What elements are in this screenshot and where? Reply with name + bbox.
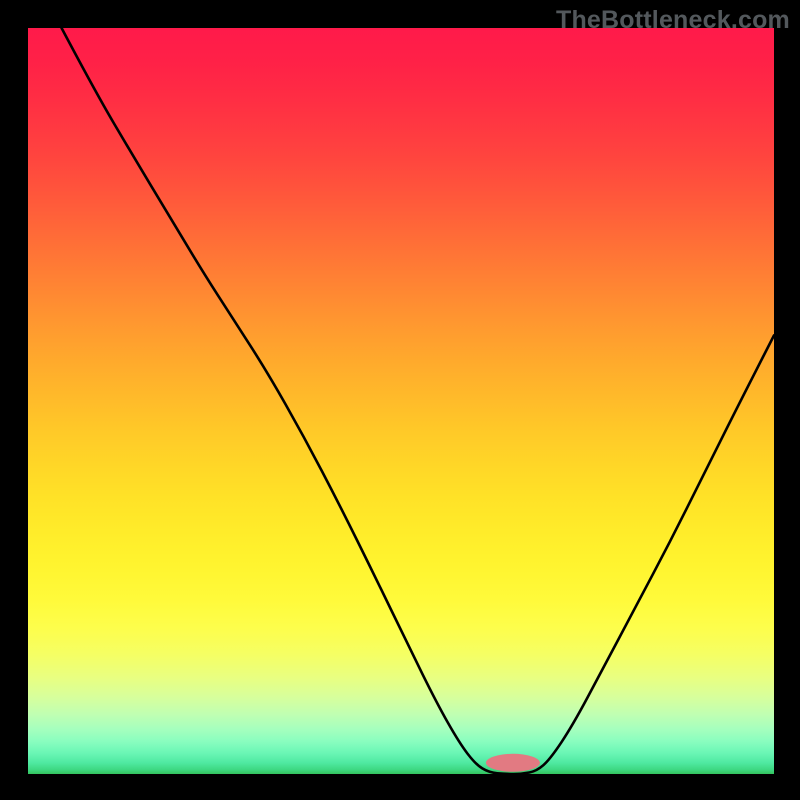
plot-background	[28, 28, 774, 774]
chart-root: TheBottleneck.com	[0, 0, 800, 800]
optimal-marker	[486, 754, 540, 772]
watermark: TheBottleneck.com	[556, 6, 790, 35]
chart-canvas	[0, 0, 800, 800]
watermark-text: TheBottleneck.com	[556, 6, 790, 34]
